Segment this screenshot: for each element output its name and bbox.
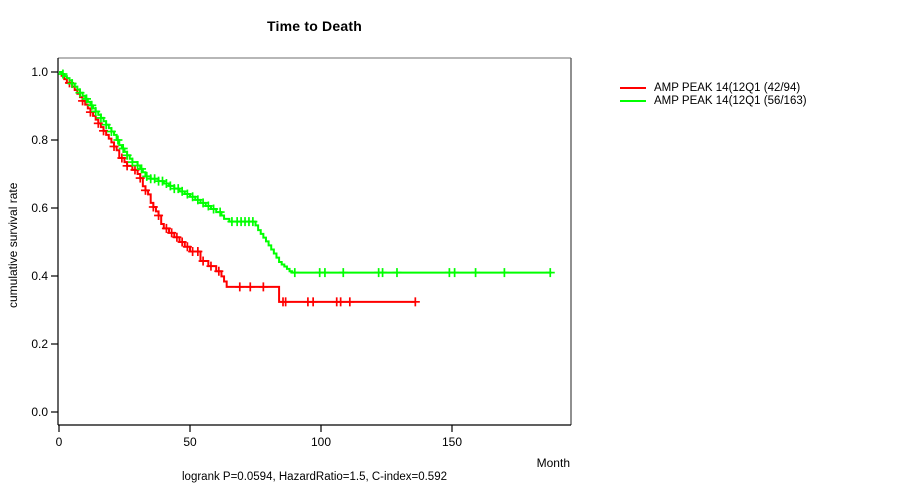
green-line-swatch bbox=[620, 99, 646, 102]
x-tick-label: 0 bbox=[55, 435, 63, 449]
y-tick-label: 0.4 bbox=[31, 269, 48, 283]
survival-curve-green bbox=[59, 71, 552, 274]
legend: AMP PEAK 14(12Q1 (42/94) AMP PEAK 14(12Q… bbox=[620, 81, 807, 107]
x-axis-label: Month bbox=[536, 456, 570, 470]
legend-item-red: AMP PEAK 14(12Q1 (42/94) bbox=[620, 81, 807, 94]
y-tick-label: 0.8 bbox=[31, 133, 48, 147]
y-tick-label: 0.2 bbox=[31, 337, 48, 351]
y-tick-label: 0.0 bbox=[31, 405, 48, 419]
y-axis-label: cumulative survival rate bbox=[6, 182, 20, 308]
stats-footnote: logrank P=0.0594, HazardRatio=1.5, C-ind… bbox=[182, 471, 447, 483]
x-tick-label: 150 bbox=[441, 435, 463, 449]
legend-item-green: AMP PEAK 14(12Q1 (56/163) bbox=[620, 94, 807, 107]
x-tick-label: 100 bbox=[310, 435, 332, 449]
legend-label-red: AMP PEAK 14(12Q1 (42/94) bbox=[654, 81, 801, 94]
survival-curve-red bbox=[59, 71, 416, 303]
y-tick-label: 1.0 bbox=[31, 65, 48, 79]
x-tick-label: 50 bbox=[183, 435, 197, 449]
chart-title: Time to Death bbox=[267, 18, 362, 34]
legend-label-green: AMP PEAK 14(12Q1 (56/163) bbox=[654, 94, 807, 107]
y-tick-label: 0.6 bbox=[31, 201, 48, 215]
red-line-swatch bbox=[620, 86, 646, 89]
